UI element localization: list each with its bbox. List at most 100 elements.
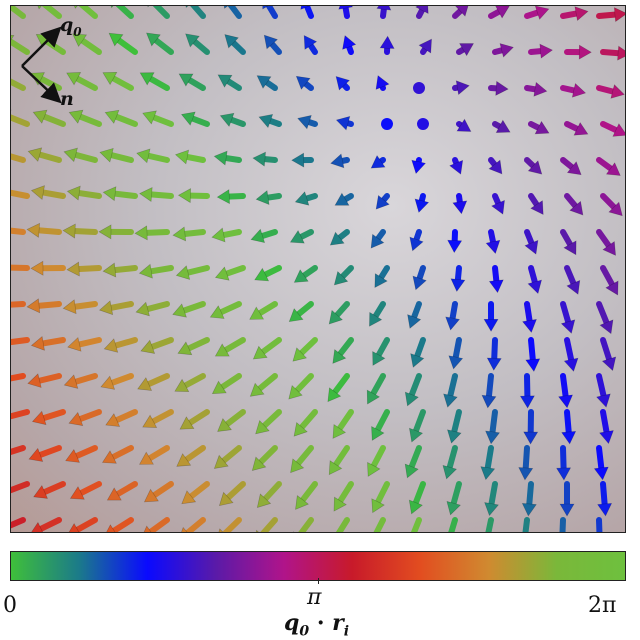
colorbar-max-label: 2π — [588, 593, 617, 618]
spin-arrow — [211, 227, 242, 243]
spin-arrow — [211, 373, 242, 395]
spin-arrow — [523, 409, 539, 445]
spin-arrow — [11, 264, 30, 271]
spin-arrow — [254, 265, 282, 282]
spin-arrow — [218, 481, 246, 507]
spin-arrow — [374, 265, 390, 289]
spin-arrow — [213, 150, 242, 166]
spin-arrow — [105, 409, 138, 427]
spin-arrow — [74, 6, 98, 19]
spin-arrow — [174, 149, 206, 165]
spin-arrow — [11, 153, 26, 163]
spin-arrow — [342, 35, 357, 55]
spin-arrow — [447, 229, 463, 254]
spin-arrow — [256, 75, 278, 91]
spin-arrow — [376, 6, 392, 19]
spin-arrow — [370, 229, 386, 249]
spin-arrow — [11, 409, 30, 420]
spin-arrow — [214, 337, 246, 357]
spin-arrow — [177, 337, 210, 356]
spin-arrow — [216, 189, 246, 205]
spin-arrow — [219, 112, 246, 127]
spin-arrow — [522, 517, 530, 532]
spin-arrow — [481, 373, 497, 409]
spin-arrow — [375, 75, 390, 91]
spin-arrow — [30, 335, 66, 351]
spin-arrow — [178, 73, 206, 91]
spin-arrow — [175, 265, 210, 280]
spin-arrow — [404, 445, 422, 479]
spin-arrow — [369, 301, 386, 327]
spin-arrow — [335, 115, 354, 131]
spin-arrow — [102, 262, 138, 278]
spin-arrow — [480, 445, 496, 481]
spin-arrow — [30, 260, 66, 276]
spin-arrow — [600, 265, 619, 296]
spin-arrow — [452, 80, 470, 96]
spin-arrow — [445, 301, 461, 331]
spin-arrow — [214, 265, 246, 281]
spin-arrow — [485, 229, 501, 255]
spin-arrow — [26, 222, 62, 238]
spin-arrow — [255, 190, 282, 205]
spin-arrow — [371, 409, 390, 441]
spin-arrow — [103, 337, 138, 353]
spin-arrow — [66, 185, 102, 201]
spin-arrow — [559, 517, 566, 532]
spin-arrow — [185, 33, 210, 55]
spin-arrow — [559, 481, 575, 517]
spin-arrow — [528, 120, 550, 135]
spin-arrow — [600, 337, 617, 372]
spin-arrow — [300, 6, 314, 19]
spin-arrow — [98, 300, 134, 316]
spin-arrow — [146, 32, 174, 55]
spin-arrow — [11, 517, 26, 529]
spin-arrow — [408, 481, 426, 515]
spin-arrow — [560, 82, 587, 98]
spin-arrow — [68, 109, 102, 127]
spin-arrow — [249, 301, 278, 320]
spin-arrow — [564, 44, 592, 60]
spin-arrow — [252, 337, 282, 360]
spin-arrow — [185, 6, 206, 19]
spin-arrow — [492, 119, 511, 133]
spin-arrow — [11, 373, 26, 382]
spin-arrow — [335, 76, 350, 91]
spin-arrow — [528, 193, 544, 216]
spin-arrow — [223, 6, 242, 19]
spin-arrow — [217, 74, 242, 91]
spin-arrow — [486, 337, 502, 371]
spin-arrow — [417, 118, 429, 130]
spin-arrow — [488, 6, 510, 19]
spin-texture-panel — [10, 5, 626, 533]
spin-arrow — [332, 337, 354, 364]
spin-arrow — [135, 301, 170, 317]
spin-arrow — [372, 337, 390, 366]
spin-arrow — [404, 373, 422, 407]
spin-arrow — [597, 481, 613, 517]
spin-arrow — [224, 34, 246, 55]
spin-arrow — [452, 193, 468, 215]
spin-arrow — [596, 517, 603, 532]
spin-arrow — [381, 118, 393, 130]
spin-arrow — [560, 229, 577, 256]
n-axis-arrow — [21, 65, 62, 104]
spin-arrow — [11, 78, 26, 91]
axes-inset — [21, 26, 62, 104]
spin-arrow — [560, 301, 576, 334]
spin-arrow — [139, 187, 174, 203]
spin-arrow — [528, 43, 554, 59]
spin-arrow — [31, 517, 62, 532]
spin-arrow — [262, 6, 278, 19]
spin-arrow — [409, 409, 426, 443]
spin-arrow — [524, 6, 550, 20]
spin-arrow — [564, 265, 581, 295]
colorbar-mid-tick — [318, 578, 319, 584]
spin-arrow — [209, 301, 242, 319]
spin-arrow — [407, 301, 422, 329]
spin-arrow — [28, 445, 62, 462]
spin-arrow — [563, 337, 579, 372]
spin-arrow — [32, 109, 66, 127]
spin-arrow — [33, 481, 66, 499]
spin-arrow — [328, 301, 350, 325]
